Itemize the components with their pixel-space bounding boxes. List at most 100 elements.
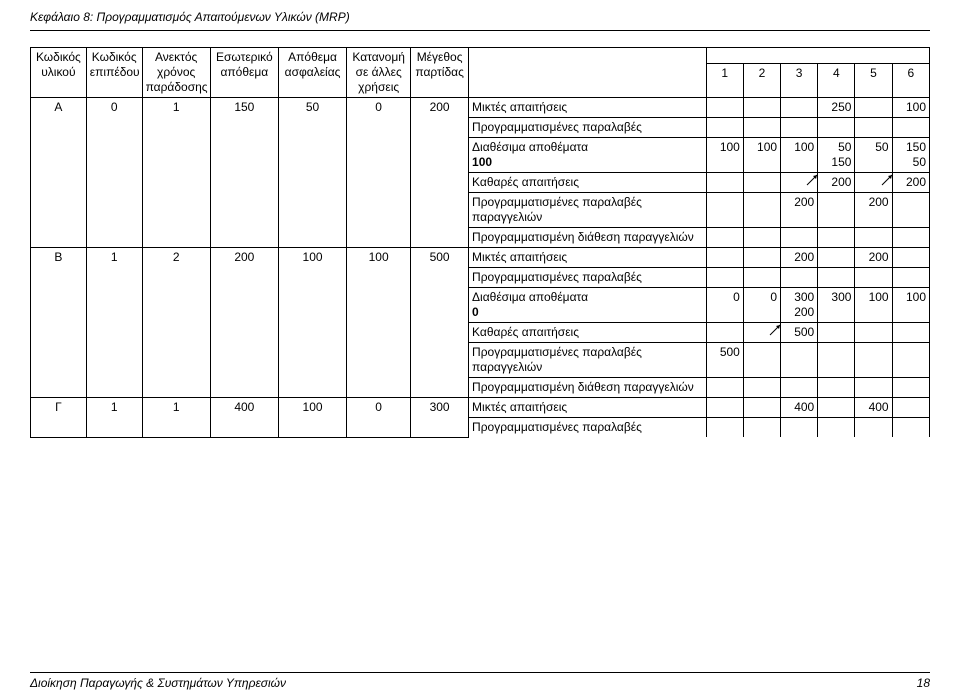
row-gross: Μικτές απαιτήσεις: [469, 98, 707, 118]
row-avail: Διαθέσιμα αποθέματα 0: [469, 288, 707, 323]
cell: [781, 378, 818, 398]
cell: 100: [781, 138, 818, 173]
cell: [818, 378, 855, 398]
cell: [743, 378, 780, 398]
item-lt: 1: [142, 98, 210, 248]
cell: [706, 378, 743, 398]
cell: [706, 398, 743, 418]
period-3: 3: [781, 64, 818, 98]
v: 300: [794, 290, 814, 304]
cell: [855, 378, 892, 398]
cell: 200: [855, 193, 892, 228]
cell: 200: [781, 193, 818, 228]
cell: [706, 248, 743, 268]
cell: [818, 228, 855, 248]
cell: [743, 268, 780, 288]
period-2: 2: [743, 64, 780, 98]
item-alloc: 100: [347, 248, 411, 398]
cell: 100: [892, 288, 929, 323]
h-periods-top: [706, 48, 929, 64]
cell: [781, 343, 818, 378]
rule-bottom: [30, 672, 930, 673]
cell: [706, 323, 743, 343]
cell: [743, 323, 780, 343]
item-alloc: 0: [347, 398, 411, 438]
cell: [781, 118, 818, 138]
init-inv: 0: [472, 305, 479, 319]
row-porel: Προγραμματισμένη διάθεση παραγγελιών: [469, 378, 707, 398]
cell: [743, 98, 780, 118]
cell: 150 50: [892, 138, 929, 173]
item-ss: 100: [278, 398, 346, 438]
cell: 500: [781, 323, 818, 343]
h-blank: [469, 48, 707, 98]
item-level: 1: [86, 398, 142, 438]
cell: [743, 228, 780, 248]
item-code: A: [31, 98, 87, 248]
row-porcpt: Προγραμματισμένες παραλαβές παραγγελιών: [469, 193, 707, 228]
item-lt: 1: [142, 398, 210, 438]
cell: [818, 118, 855, 138]
cell: [743, 118, 780, 138]
item-lot: 200: [411, 98, 469, 248]
cell: 400: [781, 398, 818, 418]
cell: 0: [743, 288, 780, 323]
row-net: Καθαρές απαιτήσεις: [469, 323, 707, 343]
cell: 100: [892, 98, 929, 118]
cell: 200: [892, 173, 929, 193]
rule-top: [30, 30, 930, 31]
cell: [706, 268, 743, 288]
cell: 100: [855, 288, 892, 323]
cell: [892, 118, 929, 138]
period-5: 5: [855, 64, 892, 98]
period-6: 6: [892, 64, 929, 98]
cell: [818, 323, 855, 343]
cell: [818, 343, 855, 378]
cell: [781, 98, 818, 118]
cell: [855, 228, 892, 248]
item-level: 0: [86, 98, 142, 248]
row-porel: Προγραμματισμένη διάθεση παραγγελιών: [469, 228, 707, 248]
item-level: 1: [86, 248, 142, 398]
item-lt: 2: [142, 248, 210, 398]
v: 50: [838, 140, 851, 154]
cell: [855, 118, 892, 138]
cell: [892, 268, 929, 288]
cell: [892, 378, 929, 398]
period-4: 4: [818, 64, 855, 98]
item-code: B: [31, 248, 87, 398]
row-sched: Προγραμματισμένες παραλαβές: [469, 418, 707, 438]
cell: [855, 98, 892, 118]
cell: 250: [818, 98, 855, 118]
cell: [855, 343, 892, 378]
row-avail: Διαθέσιμα αποθέματα 100: [469, 138, 707, 173]
footer: Διοίκηση Παραγωγής & Συστημάτων Υπηρεσιώ…: [30, 672, 930, 690]
v: 150: [906, 140, 926, 154]
row-net: Καθαρές απαιτήσεις: [469, 173, 707, 193]
cell: [855, 173, 892, 193]
cell: [855, 418, 892, 438]
row-sched: Προγραμματισμένες παραλαβές: [469, 268, 707, 288]
cell: [706, 173, 743, 193]
item-ss: 50: [278, 98, 346, 248]
header-row: Κωδικός υλικού Κωδικός επιπέδου Ανεκτός …: [31, 48, 930, 64]
item-code: Γ: [31, 398, 87, 438]
cell: 50: [855, 138, 892, 173]
v: 150: [831, 155, 851, 169]
cell: [743, 398, 780, 418]
cell: [706, 98, 743, 118]
h-lt: Ανεκτός χρόνος παράδοσης: [142, 48, 210, 98]
cell: 0: [706, 288, 743, 323]
cell: [892, 323, 929, 343]
row-sched: Προγραμματισμένες παραλαβές: [469, 118, 707, 138]
cell: [892, 228, 929, 248]
cell: [892, 193, 929, 228]
chapter-title: Κεφάλαιο 8: Προγραμματισμός Απαιτούμενων…: [30, 10, 930, 24]
cell: 200: [818, 173, 855, 193]
item-lot: 300: [411, 398, 469, 438]
table-row: B 1 2 200 100 100 500 Μικτές απαιτήσεις …: [31, 248, 930, 268]
h-alloc: Κατανομή σε άλλες χρήσεις: [347, 48, 411, 98]
cell: [855, 268, 892, 288]
v: 50: [913, 155, 926, 169]
cell: [892, 418, 929, 438]
